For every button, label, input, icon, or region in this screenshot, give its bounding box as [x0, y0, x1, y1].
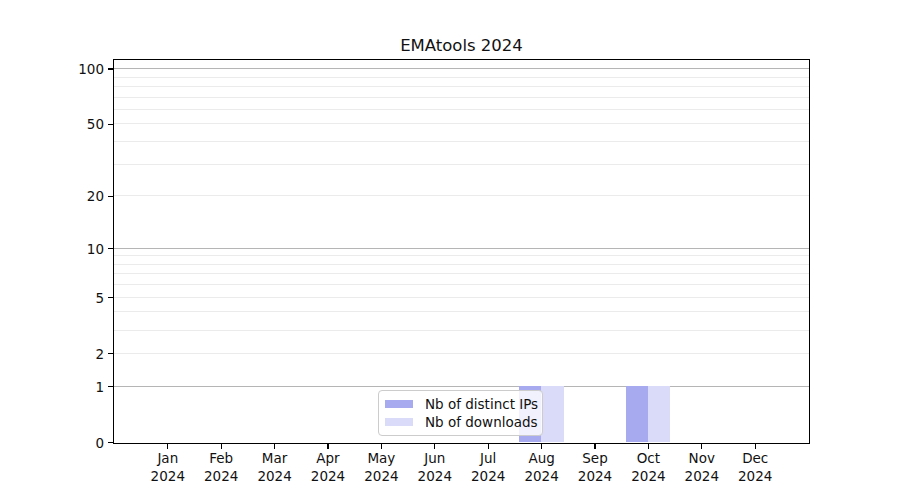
- gridline-minor-5: [114, 297, 809, 298]
- x-tick-mar: [274, 444, 275, 449]
- x-tick-jul: [488, 444, 489, 449]
- bar-downloads-oct: [648, 386, 670, 442]
- gridline-minor-50: [114, 123, 809, 124]
- gridline-major-100: [114, 68, 809, 69]
- y-tick-label-100: 100: [30, 60, 104, 78]
- x-tick-label-dec: Dec 2024: [713, 449, 797, 486]
- gridline-major-10: [114, 248, 809, 249]
- legend-swatch-distinct-ips-icon: [385, 400, 413, 409]
- gridline-minor-9: [114, 255, 809, 256]
- y-tick-label-0: 0: [30, 434, 104, 452]
- gridline-minor-30: [114, 164, 809, 165]
- y-tick-20: [108, 196, 113, 197]
- x-tick-feb: [221, 444, 222, 449]
- legend-swatch-downloads-icon: [385, 418, 413, 427]
- x-tick-oct: [648, 444, 649, 449]
- gridline-minor-7: [114, 273, 809, 274]
- y-tick-label-1: 1: [30, 378, 104, 396]
- gridline-minor-6: [114, 284, 809, 285]
- y-tick-label-5: 5: [30, 289, 104, 307]
- y-tick-2: [108, 353, 113, 354]
- x-tick-jun: [434, 444, 435, 449]
- y-tick-50: [108, 124, 113, 125]
- legend: Nb of distinct IPs Nb of downloads: [378, 390, 543, 436]
- gridline-minor-80: [114, 86, 809, 87]
- gridline-minor-8: [114, 264, 809, 265]
- gridline-minor-40: [114, 141, 809, 142]
- plot-area: [113, 59, 810, 444]
- x-tick-may: [381, 444, 382, 449]
- legend-item-downloads: Nb of downloads: [385, 415, 538, 429]
- y-tick-label-2: 2: [30, 345, 104, 363]
- gridline-major-1: [114, 386, 809, 387]
- x-tick-jan: [167, 444, 168, 449]
- y-tick-1: [108, 386, 113, 387]
- y-tick-100: [108, 68, 113, 69]
- gridline-minor-70: [114, 97, 809, 98]
- x-tick-apr: [327, 444, 328, 449]
- bar-distinct-ips-oct: [626, 386, 648, 442]
- gridline-minor-60: [114, 109, 809, 110]
- chart-figure: EMAtools 2024 0125102050100Jan 2024Feb 2…: [0, 0, 900, 500]
- bar-downloads-aug: [541, 386, 563, 442]
- y-tick-label-20: 20: [30, 187, 104, 205]
- chart-title: EMAtools 2024: [113, 36, 810, 55]
- y-tick-10: [108, 248, 113, 249]
- x-tick-dec: [755, 444, 756, 449]
- x-tick-sep: [594, 444, 595, 449]
- gridline-minor-20: [114, 195, 809, 196]
- gridline-minor-90: [114, 77, 809, 78]
- y-tick-0: [108, 442, 113, 443]
- x-tick-nov: [701, 444, 702, 449]
- y-tick-label-50: 50: [30, 115, 104, 133]
- gridline-minor-2: [114, 353, 809, 354]
- gridline-minor-4: [114, 311, 809, 312]
- gridline-minor-3: [114, 330, 809, 331]
- x-tick-aug: [541, 444, 542, 449]
- legend-label-downloads: Nb of downloads: [425, 415, 538, 429]
- legend-item-distinct-ips: Nb of distinct IPs: [385, 397, 538, 411]
- y-tick-label-10: 10: [30, 240, 104, 258]
- legend-label-distinct-ips: Nb of distinct IPs: [425, 397, 538, 411]
- y-tick-5: [108, 297, 113, 298]
